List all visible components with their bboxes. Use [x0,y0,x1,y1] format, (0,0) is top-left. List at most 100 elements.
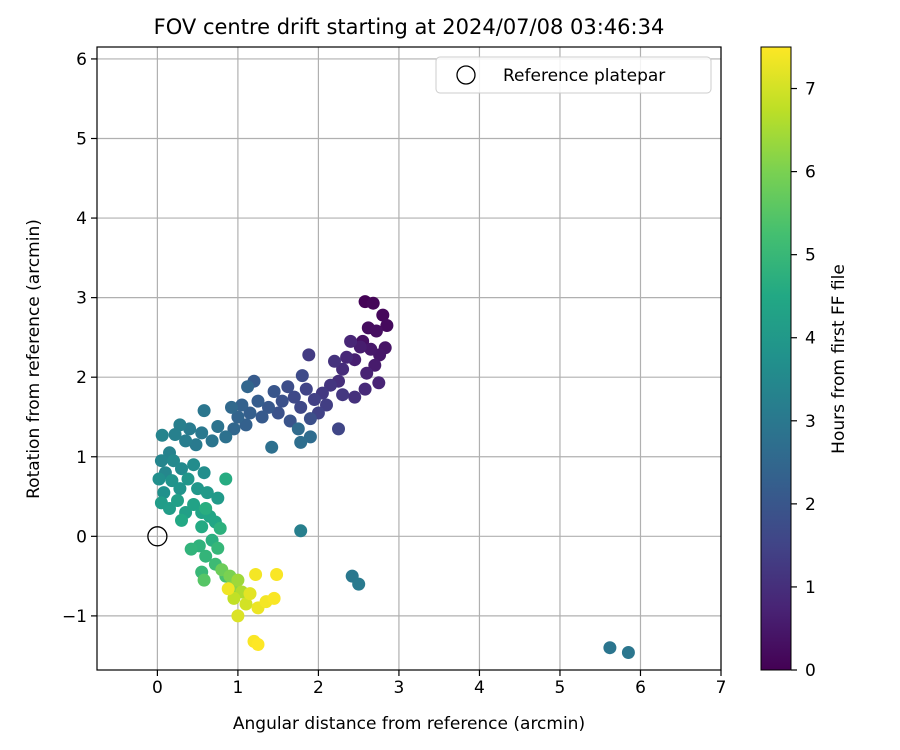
scatter-point [307,393,321,406]
scatter-point [211,491,225,505]
scatter-point [187,498,201,511]
scatter-point [227,591,241,605]
scatter-point [303,412,317,426]
scatter-point [275,394,289,408]
scatter-point [173,482,187,496]
scatter-point [380,319,394,332]
scatter-point [369,324,383,338]
scatter-point [211,420,225,433]
scatter-point [294,400,308,414]
legend-box [435,56,712,94]
scatter-point [213,521,227,535]
scatter-point [189,438,203,452]
x-tick-label: 0 [152,678,163,698]
scatter-point [281,380,295,394]
y-axis-label: Rotation from reference (arcmin) [24,219,44,499]
scatter-point [299,382,313,396]
x-tick-label: 5 [555,678,566,698]
colorbar-tick-label: 4 [805,329,816,349]
scatter-point [324,378,337,392]
x-tick-label: 4 [474,678,485,698]
scatter-point [294,435,308,449]
plot-frame [96,46,722,671]
scatter-point [154,454,168,468]
scatter-point [175,462,188,476]
scatter-point [181,472,195,486]
scatter-point [267,385,281,398]
colorbar-tick-label: 7 [805,80,816,100]
scatter-point [168,428,182,441]
colorbar-tick-label: 1 [805,578,816,598]
y-tick-label: 4 [76,209,87,229]
scatter-point [243,587,257,601]
y-tick-label: 1 [76,448,87,468]
scatter-point [200,486,214,500]
scatter-point [243,406,257,420]
scatter-point [287,390,301,404]
scatter-point [283,414,297,428]
legend-reference-marker [456,65,476,85]
x-tick-label: 6 [635,678,646,698]
legend-reference-label: Reference platepar [503,66,665,86]
scatter-point [360,366,374,380]
scatter-point [231,410,245,424]
scatter-point [225,400,238,414]
scatter-point [171,494,184,507]
colorbar-tick-label: 6 [805,163,816,183]
scatter-point [195,520,209,534]
scatter-point [364,342,378,356]
scatter-point [603,641,617,655]
reference-marker-group [147,526,168,547]
scatter-point [255,410,269,424]
scatter-point [265,440,279,454]
scatter-point [271,406,285,420]
scatter-point [291,422,305,436]
scatter-point [295,369,309,383]
scatter-point [197,466,211,480]
scatter-point [340,350,354,364]
scatter-point [251,394,265,408]
x-tick-label: 2 [313,678,324,698]
scatter-point [336,362,350,376]
scatter-point [267,591,281,605]
scatter-point [241,380,255,394]
scatter-point [179,434,193,448]
scatter-point [221,582,235,596]
scatter-point [249,568,263,581]
colorbar-tick-label: 3 [805,412,816,432]
scatter-point [366,296,380,310]
scatter-point [348,390,362,404]
scatter-point [152,472,166,486]
scatter-point [155,428,169,442]
scatter-point [175,513,188,527]
scatter-point [199,549,213,563]
scatter-point [219,430,233,444]
scatter-point [320,398,333,412]
y-tick-label: 2 [76,368,87,388]
reference-platepar-marker [147,526,168,547]
chart-title: FOV centre drift starting at 2024/07/08 … [154,15,665,39]
x-tick-label: 7 [716,678,727,698]
x-axis-label: Angular distance from reference (arcmin) [233,714,585,734]
scatter-point [205,434,219,448]
y-tick-label: 3 [76,289,87,309]
scatter-point [303,430,317,444]
scatter-point [219,472,233,486]
scatter-point [262,400,275,414]
scatter-point [227,422,241,436]
scatter-point [197,404,211,418]
scatter-point [328,354,341,368]
scatter-point [239,418,253,432]
scatter-point [231,609,245,623]
scatter-point [368,358,382,372]
scatter-point [302,348,316,362]
colorbar-ticks: 0 1 2 3 4 5 6 7 [791,80,816,681]
scatter-point [199,502,213,515]
x-tick-label: 1 [232,678,243,698]
y-axis-ticks: −1 0 1 2 3 4 5 6 [62,50,97,627]
scatter-point [344,334,358,348]
y-tick-label: 0 [76,527,87,547]
scatter-point [173,418,187,432]
x-axis-ticks: 0 1 2 3 4 5 6 7 [152,670,726,698]
